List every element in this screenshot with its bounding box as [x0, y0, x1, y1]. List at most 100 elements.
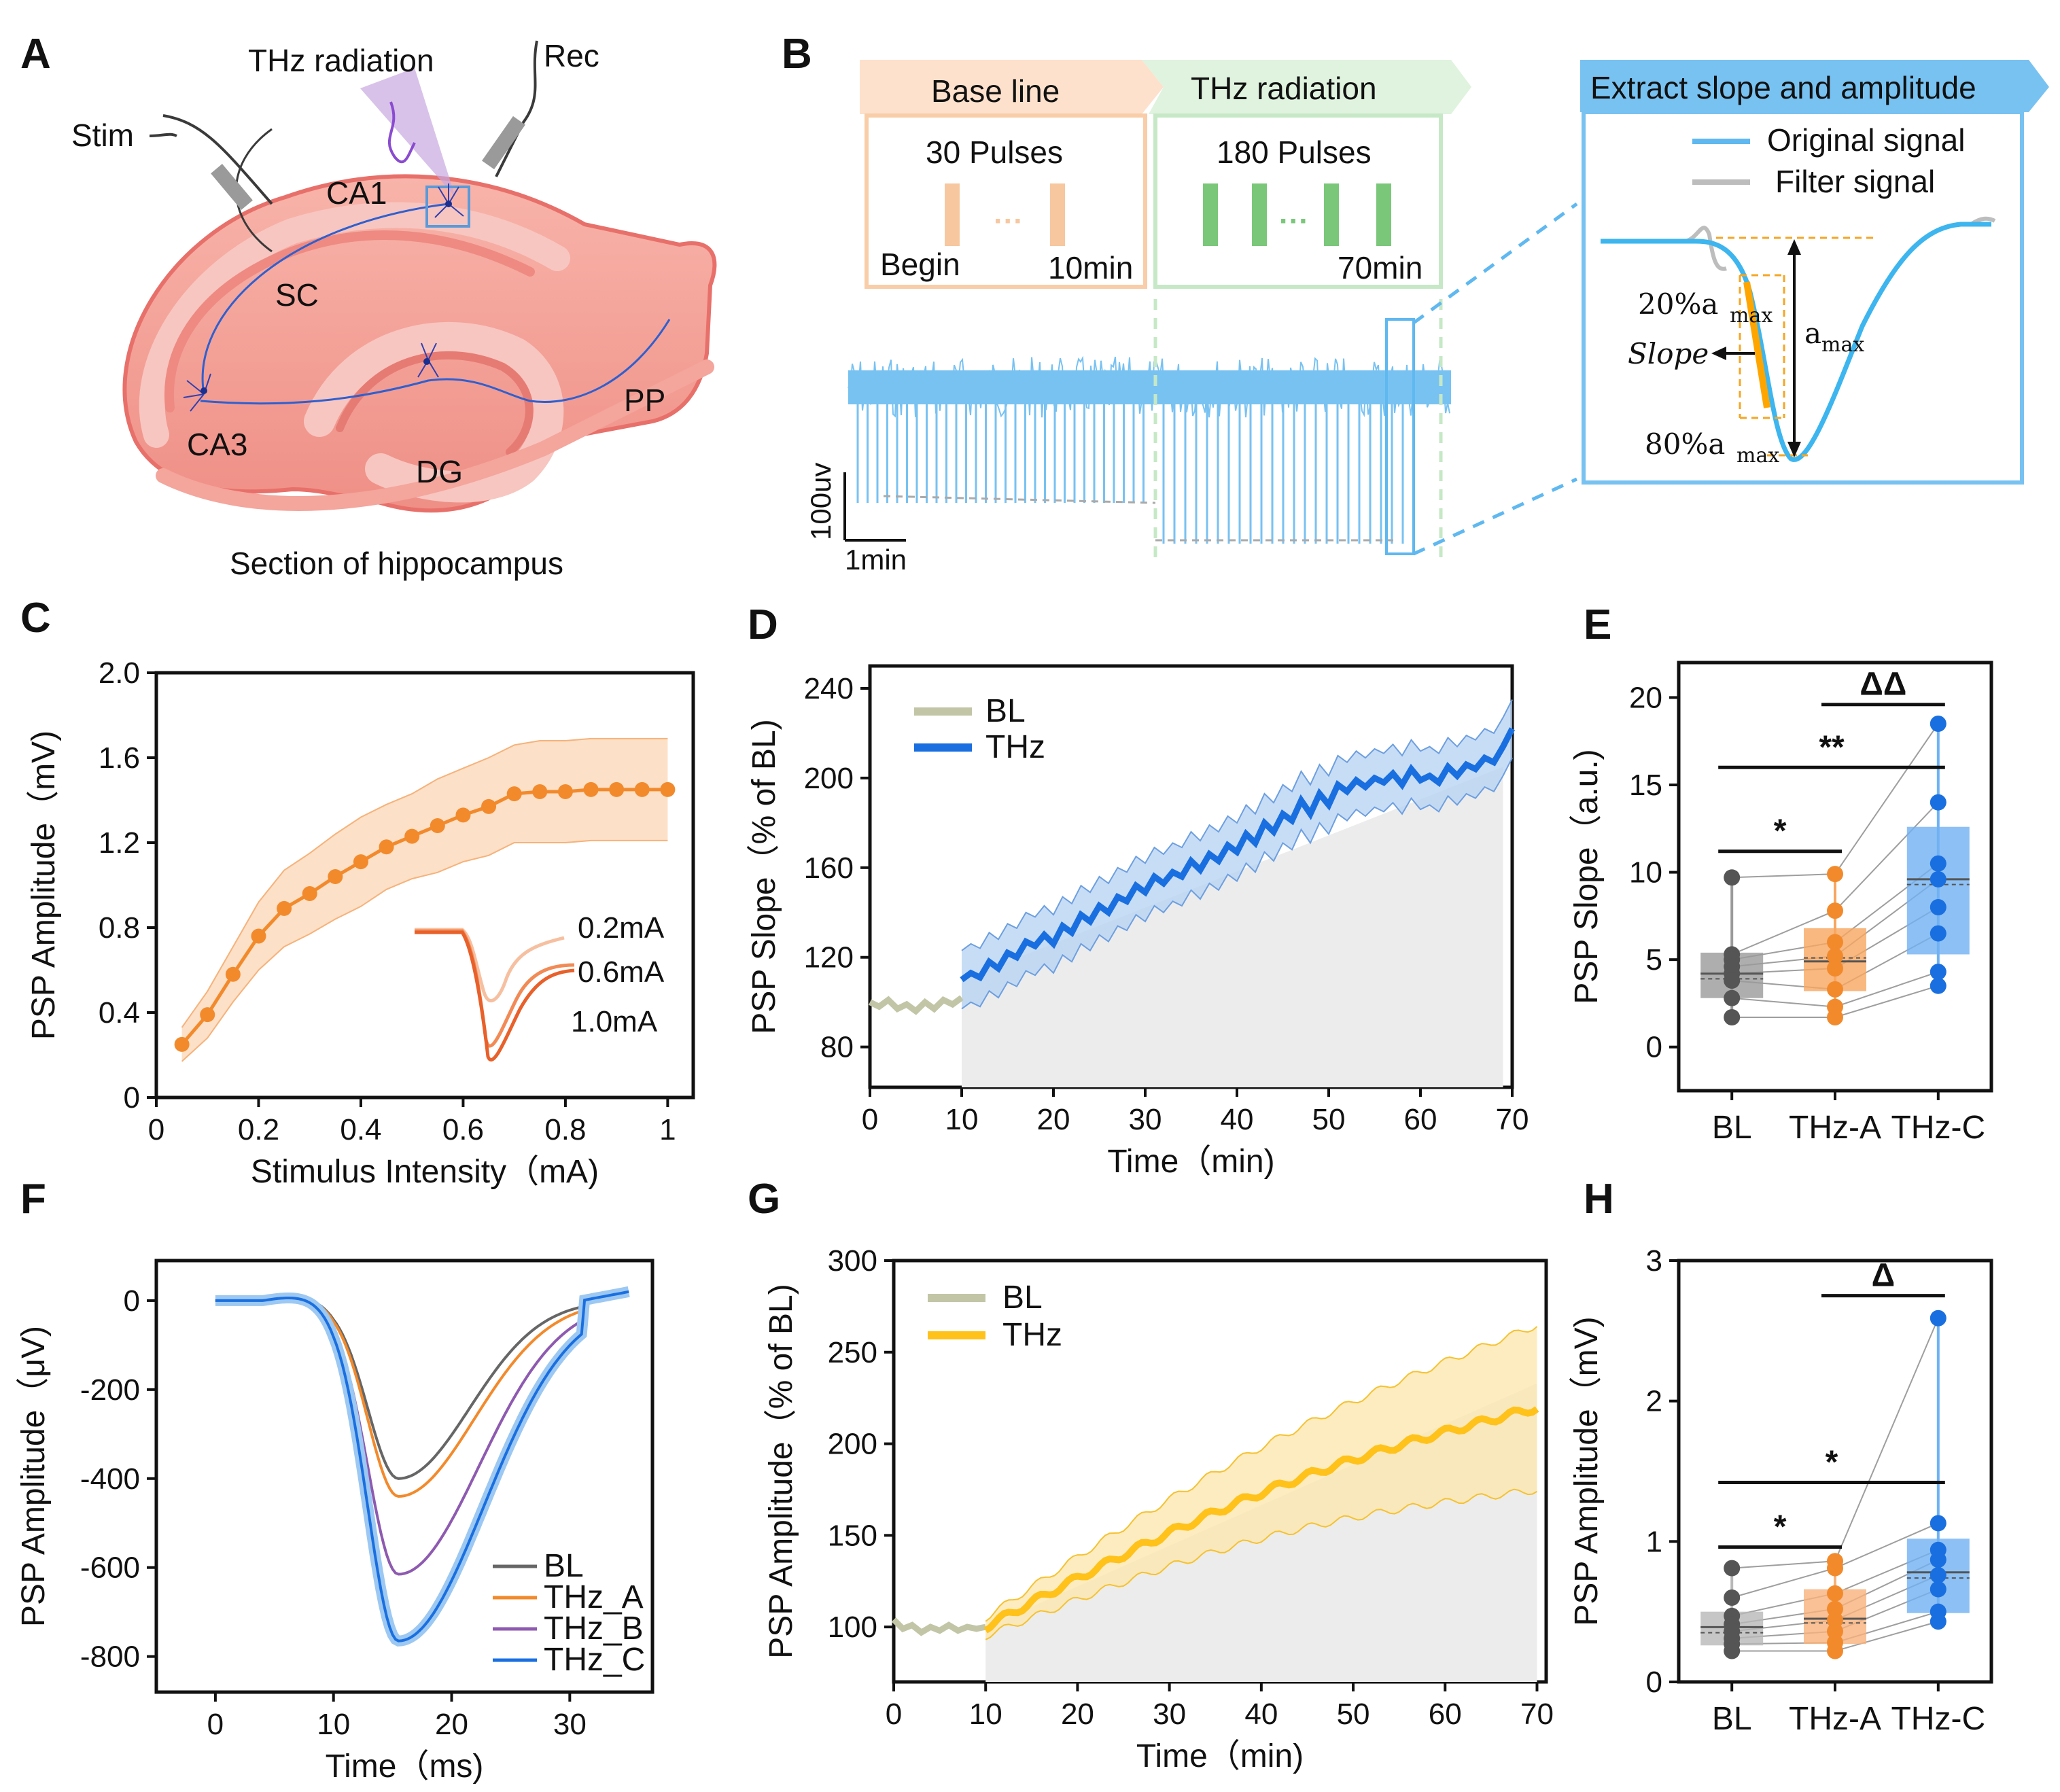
legend-label: THz_C — [544, 1642, 645, 1678]
inset-trace-10 — [415, 930, 575, 1061]
data-point — [609, 781, 625, 797]
y-tick-label: 100 — [828, 1611, 877, 1644]
y-axis-title: PSP Slope（a.u.) — [1569, 749, 1605, 1004]
y-tick-label: 160 — [804, 851, 854, 885]
trace-core — [848, 370, 1451, 404]
legend-label-bl: BL — [1002, 1280, 1043, 1316]
panel-label-f: F — [20, 1176, 46, 1223]
confidence-band — [181, 738, 668, 1061]
amax-sub: max — [1821, 333, 1864, 357]
category-label: THz-A — [1789, 1701, 1881, 1737]
data-point — [1724, 972, 1741, 989]
x-tick-label: 40 — [1221, 1103, 1254, 1136]
data-point — [430, 818, 445, 833]
data-point — [1930, 1310, 1946, 1327]
x-tick-label: 0.8 — [544, 1113, 586, 1146]
data-point — [1827, 1009, 1843, 1025]
data-point — [379, 839, 394, 855]
data-point — [455, 807, 471, 823]
series-line — [215, 1290, 629, 1480]
band-lower — [181, 839, 668, 1062]
scale-bar-y: 100uv — [805, 463, 837, 540]
panel-label-c: C — [20, 595, 51, 642]
data-point — [1827, 1623, 1843, 1640]
y-tick-label: -800 — [80, 1640, 140, 1674]
data-point — [1724, 1009, 1741, 1025]
x-tick-label: 10 — [969, 1698, 1002, 1731]
panel-label-b: B — [782, 31, 812, 77]
data-point — [200, 1007, 215, 1023]
inset-trace-02 — [415, 928, 565, 1003]
thz-dots: ··· — [1279, 205, 1309, 238]
y-tick-label: -200 — [80, 1373, 140, 1407]
x-tick-label: 70 — [1520, 1698, 1554, 1731]
rec-label: Rec — [544, 38, 599, 73]
legend-label: BL — [544, 1548, 584, 1584]
data-point — [302, 886, 317, 901]
pct20-sub: max — [1730, 304, 1773, 328]
plot-frame — [154, 671, 695, 1100]
y-tick-label: 2.0 — [99, 656, 140, 690]
y-axis-title: PSP Amplitude（mV) — [26, 731, 62, 1040]
x-tick-label: 1 — [659, 1113, 676, 1146]
panel-label-d: D — [748, 601, 778, 648]
y-tick-label: 0 — [1646, 1031, 1662, 1064]
data-point — [1724, 989, 1741, 1006]
x-tick-label: 0 — [148, 1113, 164, 1146]
y-tick-label: 0 — [124, 1284, 140, 1318]
y-tick-label: 1 — [1646, 1525, 1662, 1558]
data-point — [1930, 855, 1946, 872]
significance-label: * — [1826, 1445, 1838, 1481]
x-tick-label: 0.2 — [238, 1113, 279, 1146]
data-point — [481, 798, 497, 814]
data-point — [1930, 794, 1946, 811]
inset-label: 1.0mA — [571, 1005, 658, 1038]
series-bl — [891, 1617, 987, 1636]
significance-label: Δ — [1872, 1258, 1896, 1294]
t70-label: 70min — [1338, 250, 1422, 285]
category-label: BL — [1712, 1110, 1752, 1146]
data-point — [1930, 1581, 1946, 1598]
y-tick-label: 240 — [804, 672, 854, 705]
extract-waveform — [1601, 216, 1996, 462]
data-point — [277, 900, 292, 916]
stim-label: Stim — [71, 118, 134, 153]
slope-label: Slope — [1628, 337, 1709, 370]
data-point — [1827, 934, 1843, 951]
data-point — [1724, 869, 1741, 886]
thz-radiation-label: THz radiation — [248, 43, 434, 78]
band-lower — [985, 1488, 1537, 1640]
y-tick-label: 200 — [804, 762, 854, 795]
pp-label: PP — [624, 383, 665, 418]
thz-radiation-header: THz radiation — [1191, 71, 1377, 106]
data-point — [1930, 899, 1946, 915]
significance-label: * — [1774, 1509, 1787, 1545]
data-point — [1930, 1551, 1946, 1568]
y-tick-label: 0.8 — [99, 911, 140, 945]
data-point — [1827, 1600, 1843, 1617]
category-label: THz-C — [1891, 1110, 1985, 1146]
pct20-label: 20%a — [1638, 287, 1718, 321]
y-tick-label: 10 — [1629, 856, 1662, 890]
y-tick-label: 300 — [828, 1244, 877, 1278]
x-tick-label: 0.4 — [340, 1113, 381, 1146]
data-point — [1724, 1642, 1741, 1659]
chart-c-input-output: 0 0.4 0.8 1.2 1.6 2.0 0 0.2 0.4 0.6 0.8 1 Stimulus I… — [26, 656, 695, 1190]
significance-label: ** — [1819, 729, 1845, 765]
area-fill — [962, 767, 1503, 1087]
x-axis-title: Time（min) — [1107, 1144, 1274, 1180]
x-tick-label: 20 — [435, 1708, 468, 1741]
panel-label-e: E — [1584, 601, 1611, 648]
y-tick-label: 120 — [804, 941, 854, 974]
protocol-diagram — [860, 60, 1471, 289]
data-point — [1827, 1585, 1843, 1602]
y-tick-label: 1.6 — [99, 741, 140, 775]
hippocampus-illustration — [122, 40, 717, 513]
y-tick-label: 250 — [828, 1336, 877, 1369]
band-upper — [181, 737, 668, 1028]
pulses-30-label: 30 Pulses — [926, 135, 1063, 170]
y-tick-label: 3 — [1646, 1244, 1662, 1278]
data-point — [532, 784, 548, 799]
pulses-180-label: 180 Pulses — [1217, 135, 1372, 170]
scale-bar-x: 1min — [845, 544, 907, 576]
